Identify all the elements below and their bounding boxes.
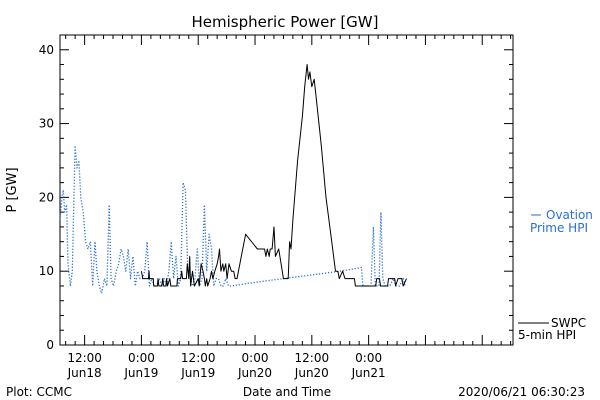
x-tick-time-label: 0:00 [128, 351, 155, 365]
legend-ovation-label: Ovation [546, 208, 593, 222]
y-tick-label: 10 [39, 264, 54, 278]
y-tick-label: 30 [39, 117, 54, 131]
x-tick-date-label: Jun19 [123, 366, 158, 380]
x-axis-label: Date and Time [243, 385, 331, 399]
footer-timestamp: 2020/06/21 06:30:23 [458, 385, 585, 399]
x-tick-time-label: 12:00 [295, 351, 330, 365]
chart-title: Hemispheric Power [GW] [192, 13, 379, 31]
x-tick-date-label: Jun20 [237, 366, 272, 380]
legend-ovation-label-line2: Prime HPI [530, 221, 588, 235]
x-axis: 12:00Jun180:00Jun1912:00Jun190:00Jun2012… [65, 35, 512, 380]
x-tick-time-label: 12:00 [181, 351, 216, 365]
x-tick-date-label: Jun19 [180, 366, 215, 380]
swpc-series-line [140, 64, 407, 287]
x-tick-time-label: 12:00 [67, 351, 102, 365]
x-tick-date-label: Jun21 [351, 366, 386, 380]
x-tick-date-label: Jun20 [294, 366, 329, 380]
y-tick-label: 20 [39, 190, 54, 204]
series-lines [59, 64, 407, 294]
y-tick-label: 0 [46, 338, 54, 352]
legend-swpc-label: SWPC [551, 316, 586, 330]
legend-swpc-label-line2: 5-min HPI [518, 328, 576, 342]
plot-border [59, 34, 514, 346]
ovation-prime-series-line [59, 145, 406, 294]
y-axis-label: P [GW] [5, 167, 20, 212]
plot-frame [59, 34, 514, 346]
y-axis: 0 10 20 30 40 [39, 34, 513, 352]
x-tick-date-label: Jun18 [67, 366, 102, 380]
x-tick-time-label: 0:00 [242, 351, 269, 365]
footer-plot-source: Plot: CCMC [6, 385, 72, 399]
y-tick-label: 40 [39, 43, 54, 57]
x-tick-time-label: 0:00 [355, 351, 382, 365]
